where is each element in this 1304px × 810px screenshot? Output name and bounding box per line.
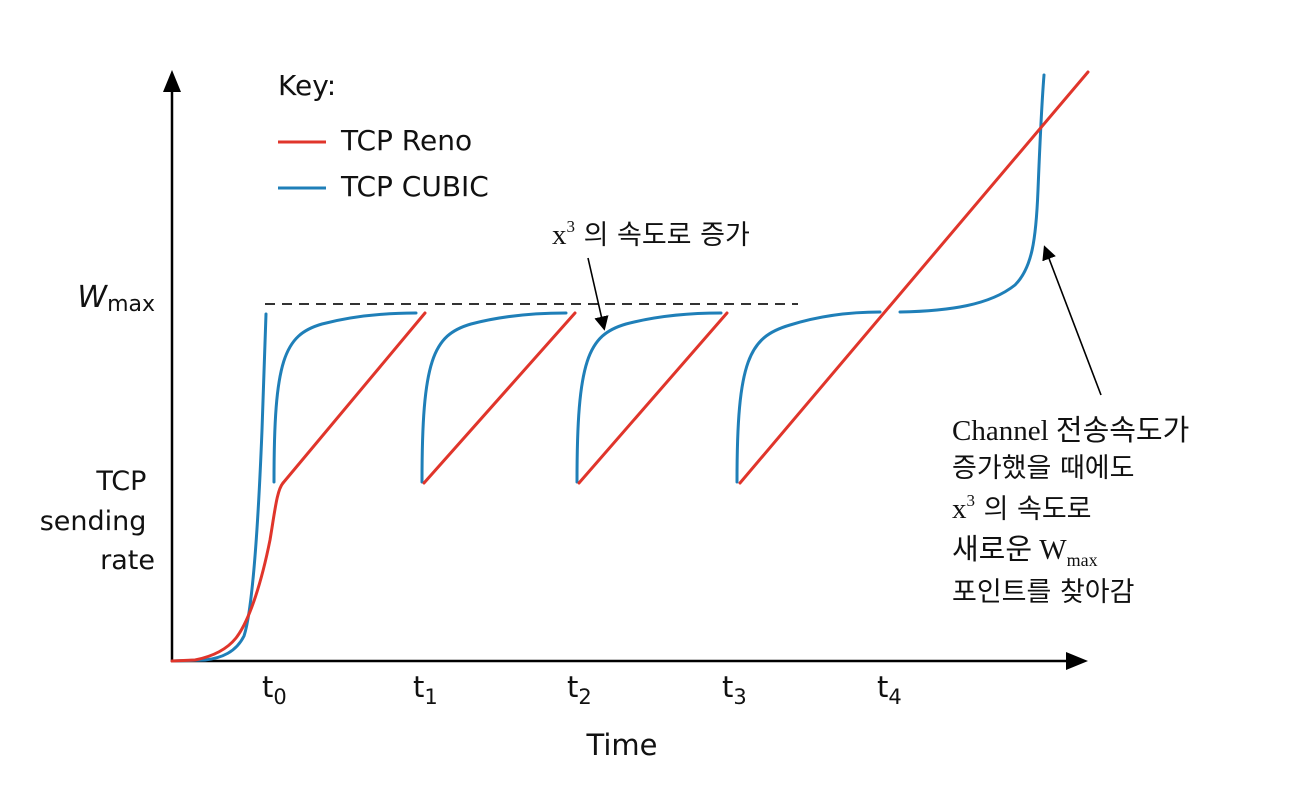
- y-axis-arrowhead: [163, 70, 181, 92]
- reno-series: [170, 70, 1090, 663]
- reno-ramp-1: [281, 311, 427, 485]
- cubic-epoch-1: [272, 311, 418, 484]
- y-axis-label-line: rate: [100, 545, 155, 576]
- cubic-epoch-3: [575, 311, 723, 484]
- reno-ramp-4: [738, 70, 1090, 485]
- channel-annotation-line-4: 새로운 Wmax: [952, 534, 1098, 570]
- legend-title: Key:: [278, 69, 336, 102]
- wmax-symbol: W: [77, 280, 108, 315]
- channel-annotation-line-3: x3 의 속도로: [952, 491, 1092, 525]
- growth-annotation-text: x3 의 속도로 증가: [552, 217, 750, 251]
- growth-pointer-arrow: [587, 257, 609, 331]
- channel-annotation-line-1: Channel 전송속도가: [952, 415, 1189, 447]
- y-axis-label: TCP sending rate: [40, 466, 155, 576]
- x-tick-t3: t3: [722, 670, 747, 709]
- cubic-series: [170, 73, 1046, 663]
- y-axis-label-line: sending: [40, 506, 147, 537]
- x-axis-label: Time: [586, 728, 658, 762]
- reno-ramp-2: [422, 311, 577, 485]
- cubic-probing-curve: [898, 73, 1046, 314]
- legend-cubic-label: TCP CUBIC: [340, 170, 489, 203]
- x-tick-t4: t4: [877, 670, 902, 709]
- y-axis-label-line: TCP: [95, 466, 146, 497]
- wmax-subscript: max: [107, 292, 155, 317]
- cubic-epoch-4: [735, 310, 882, 484]
- channel-annotation: Channel 전송속도가 증가했을 때에도 x3 의 속도로 새로운 Wmax…: [952, 245, 1189, 608]
- channel-annotation-line-2: 증가했을 때에도: [952, 453, 1134, 484]
- legend: Key: TCP Reno TCP CUBIC: [278, 69, 489, 203]
- growth-annotation: x3 의 속도로 증가: [552, 217, 750, 331]
- x-tick-t2: t2: [567, 670, 592, 709]
- channel-annotation-line-5: 포인트를 찾아감: [952, 577, 1134, 608]
- cubic-epoch-2: [420, 311, 568, 484]
- y-marker-wmax: Wmax: [77, 280, 155, 317]
- channel-pointer-arrow: [1042, 245, 1102, 396]
- axes: [163, 70, 1088, 670]
- x-tick-t1: t1: [413, 670, 438, 709]
- reno-ramp-3: [577, 311, 729, 485]
- x-axis-arrowhead: [1066, 652, 1088, 670]
- cubic-startup-curve: [170, 312, 268, 663]
- reno-startup-curve: [170, 481, 285, 663]
- legend-reno-label: TCP Reno: [340, 124, 472, 157]
- x-tick-t0: t0: [262, 670, 287, 709]
- x-tick-labels: t0 t1 t2 t3 t4: [262, 670, 902, 709]
